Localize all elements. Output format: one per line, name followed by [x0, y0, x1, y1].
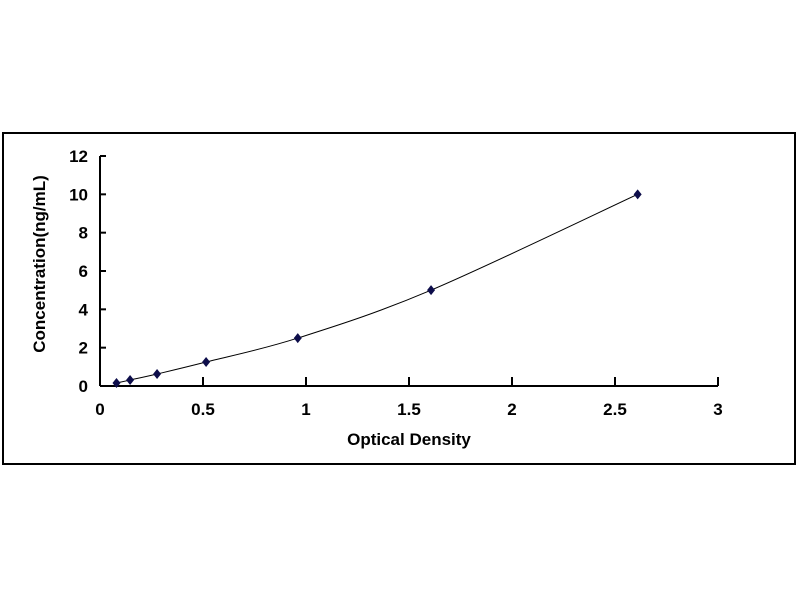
data-point [427, 285, 436, 296]
x-tick-label: 0 [95, 400, 104, 419]
y-tick-label: 2 [79, 339, 88, 358]
data-point [126, 375, 135, 386]
data-point [633, 189, 642, 200]
chart-frame [2, 132, 796, 465]
data-point [202, 357, 211, 368]
y-tick-label: 6 [79, 262, 88, 281]
trend-curve [116, 193, 638, 384]
y-tick-label: 4 [79, 300, 89, 319]
x-tick-label: 1.5 [397, 400, 421, 419]
y-tick-label: 12 [69, 147, 88, 166]
y-tick-label: 0 [79, 377, 88, 396]
data-point [153, 369, 162, 380]
x-tick-label: 3 [713, 400, 722, 419]
x-tick-label: 1 [301, 400, 310, 419]
x-tick-label: 0.5 [191, 400, 215, 419]
y-tick-label: 10 [69, 185, 88, 204]
data-point [293, 333, 302, 344]
data-point [112, 378, 121, 389]
y-axis-label: Concentration(ng/mL) [30, 175, 49, 353]
x-tick-label: 2 [507, 400, 516, 419]
x-tick-label: 2.5 [603, 400, 627, 419]
x-axis-label: Optical Density [347, 430, 471, 449]
y-tick-label: 8 [79, 224, 88, 243]
